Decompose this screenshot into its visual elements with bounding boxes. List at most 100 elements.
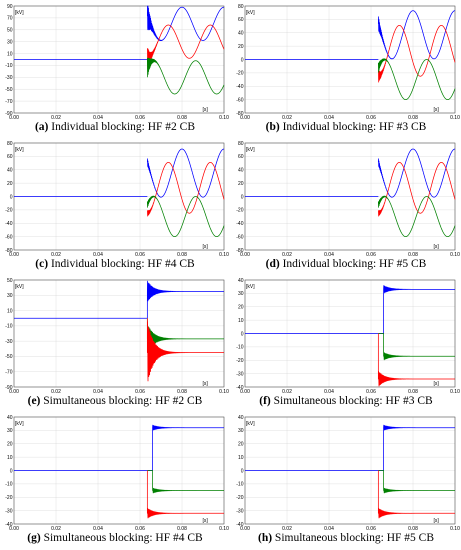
caption-text: Individual blocking: HF #3 CB	[282, 121, 427, 133]
y-tick-label: -40	[236, 522, 243, 528]
y-tick-label: 20	[238, 181, 244, 187]
y-tick-label: 60	[7, 154, 13, 160]
y-tick-label: 0	[10, 468, 13, 474]
y-tick-label: 20	[7, 442, 13, 448]
y-tick-label: -20	[236, 71, 243, 77]
y-tick-label: 30	[7, 293, 13, 299]
x-axis-unit: [s]	[433, 107, 439, 113]
x-tick-label: 0.08	[408, 389, 418, 395]
y-tick-label: 40	[7, 168, 13, 174]
y-tick-label: -40	[236, 221, 243, 227]
y-tick-label: -70	[5, 99, 12, 105]
x-tick-label: 0.02	[282, 115, 292, 121]
x-tick-label: 0.10	[450, 252, 460, 258]
y-tick-label: 10	[238, 318, 244, 324]
y-tick-label: -60	[5, 234, 12, 240]
y-tick-label: -90	[5, 111, 12, 117]
x-tick-label: 0.10	[219, 115, 229, 121]
y-tick-label: -40	[5, 221, 12, 227]
caption-text: Simultaneous blocking: HF #4 CB	[43, 532, 203, 544]
y-tick-label: 30	[238, 428, 244, 434]
y-tick-label: -10	[5, 63, 12, 69]
x-tick-label: 0.04	[324, 389, 334, 395]
y-tick-label: 30	[238, 291, 244, 297]
x-tick-label: 0.08	[177, 115, 187, 121]
y-tick-label: 80	[238, 141, 244, 147]
panel-h: 40 30 20 10 0 -10 -20 -30 -40 [kV] 0.00 0.02 0.04 0.0…	[231, 411, 461, 548]
y-tick-label: 50	[7, 28, 13, 34]
y-tick-label: 10	[7, 51, 13, 57]
x-tick-label: 0.02	[51, 526, 61, 532]
y-tick-label: 90	[7, 4, 13, 10]
x-tick-label: 0.08	[408, 115, 418, 121]
y-tick-label: 40	[238, 168, 244, 174]
x-axis-unit: [s]	[433, 518, 439, 524]
y-tick-label: -50	[5, 354, 12, 360]
y-axis-unit: [kV]	[15, 284, 24, 290]
x-tick-label: 0.04	[93, 252, 103, 258]
y-tick-label: 10	[7, 308, 13, 314]
caption-letter: (f)	[259, 395, 271, 407]
y-tick-label: -10	[236, 482, 243, 488]
y-tick-label: 70	[7, 16, 13, 22]
x-tick-label: 0.10	[219, 526, 229, 532]
y-tick-label: 80	[238, 4, 244, 10]
x-tick-label: 0.08	[408, 252, 418, 258]
y-tick-label: 0	[10, 194, 13, 200]
x-tick-label: 0.06	[135, 389, 145, 395]
chart-d: 80 60 40 20 0 -20 -40 -60 -80 [kV] 0.00 0.02 0.04 0.0…	[236, 141, 460, 258]
x-tick-label: 0.06	[135, 115, 145, 121]
y-tick-label: 0	[241, 194, 244, 200]
x-tick-label: 0.02	[282, 252, 292, 258]
caption-text: Individual blocking: HF #5 CB	[282, 258, 427, 270]
y-tick-label: -90	[5, 385, 12, 391]
x-tick-label: 0.06	[366, 252, 376, 258]
chart-b: 80 60 40 20 0 -20 -40 -60 -80 [kV] 0.00 0.02 0.04 0.0…	[236, 4, 460, 121]
y-tick-label: -10	[5, 482, 12, 488]
series-line-2	[146, 24, 225, 70]
caption-b: (b) Individual blocking: HF #3 CB	[231, 121, 461, 137]
series-line-2	[147, 470, 225, 494]
y-tick-label: 40	[238, 415, 244, 421]
x-tick-label: 0.06	[135, 526, 145, 532]
caption-text: Simultaneous blocking: HF #3 CB	[273, 395, 433, 407]
series-line-2	[146, 162, 225, 217]
x-tick-label: 0.10	[450, 389, 460, 395]
series-line-3	[146, 195, 225, 237]
series-line-3	[146, 57, 225, 95]
series-line-3	[146, 318, 225, 382]
chart-f: 40 30 20 10 0 -10 -20 -30 -40 [kV] 0.00 0.02 0.04 0.0…	[236, 278, 460, 395]
x-tick-label: 0.00	[240, 115, 250, 121]
x-tick-label: 0.10	[219, 389, 229, 395]
y-tick-label: 40	[238, 278, 244, 284]
series-line-2	[377, 25, 456, 83]
x-tick-label: 0.02	[51, 115, 61, 121]
x-tick-label: 0.04	[324, 115, 334, 121]
y-tick-label: 40	[238, 31, 244, 37]
x-axis-unit: [s]	[433, 244, 439, 250]
caption-g: (g) Simultaneous blocking: HF #4 CB	[0, 532, 230, 548]
panel-d: 80 60 40 20 0 -20 -40 -60 -80 [kV] 0.00 0.02 0.04 0.0…	[231, 137, 461, 274]
y-tick-label: 40	[7, 415, 13, 421]
series-line-3	[377, 195, 456, 237]
y-axis-unit: [kV]	[15, 10, 24, 16]
panel-f: 40 30 20 10 0 -10 -20 -30 -40 [kV] 0.00 0.02 0.04 0.0…	[231, 274, 461, 411]
series-line-3	[146, 470, 225, 519]
y-axis-unit: [kV]	[15, 421, 24, 427]
x-axis-unit: [s]	[202, 381, 208, 387]
y-tick-label: -60	[236, 97, 243, 103]
y-tick-label: -20	[236, 495, 243, 501]
x-tick-label: 0.02	[282, 526, 292, 532]
series-line-3	[377, 333, 456, 387]
series-line-1	[378, 424, 456, 471]
x-tick-label: 0.02	[51, 252, 61, 258]
caption-e: (e) Simultaneous blocking: HF #2 CB	[0, 395, 230, 411]
x-tick-label: 0.10	[450, 526, 460, 532]
y-tick-label: -30	[5, 508, 12, 514]
y-tick-label: 20	[238, 44, 244, 50]
grid-lines	[13, 279, 225, 388]
chart-h: 40 30 20 10 0 -10 -20 -30 -40 [kV] 0.00 0.02 0.04 0.0…	[236, 415, 460, 532]
series-line-2	[378, 470, 456, 494]
x-tick-label: 0.04	[324, 252, 334, 258]
y-tick-label: 20	[238, 442, 244, 448]
